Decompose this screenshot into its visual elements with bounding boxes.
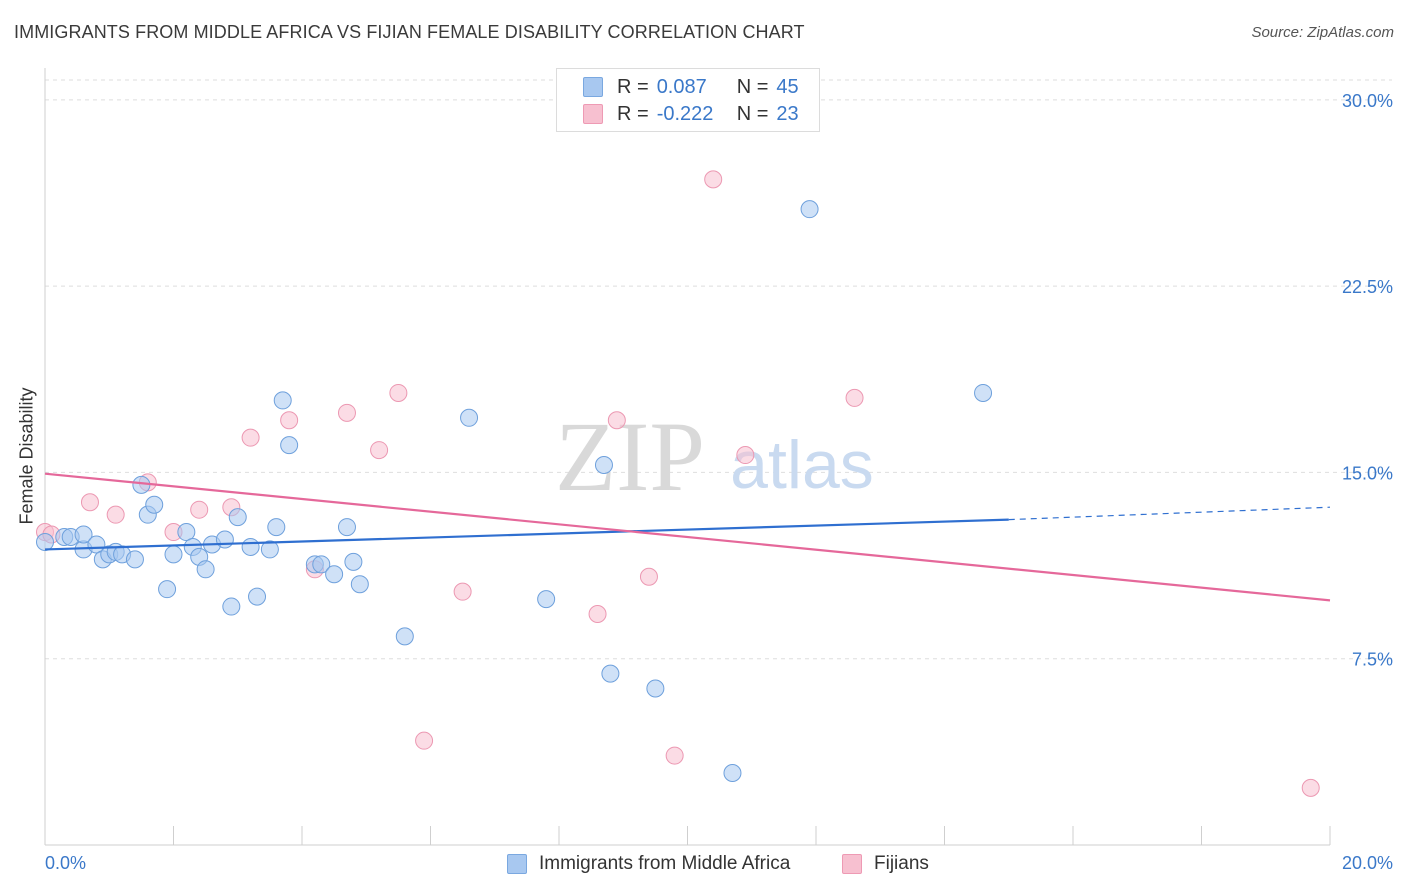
- middle-africa-point: [158, 580, 177, 599]
- middle-africa-point: [164, 545, 183, 564]
- axes: [44, 68, 1331, 846]
- middle-africa-point: [646, 679, 665, 698]
- chart-title: IMMIGRANTS FROM MIDDLE AFRICA VS FIJIAN …: [14, 22, 805, 42]
- middle-africa-point: [222, 597, 241, 616]
- middle-africa-point: [74, 525, 93, 544]
- fijians-point: [337, 403, 356, 422]
- middle-africa-point: [177, 523, 196, 542]
- legend-row-middle-africa: R = 0.087 N = 45: [583, 74, 799, 100]
- middle-africa-point: [215, 530, 234, 549]
- middle-africa-trend-extension: [1008, 506, 1331, 521]
- watermark-atlas: atlas: [730, 427, 874, 503]
- middle-africa-point: [325, 565, 344, 584]
- fijians-point: [80, 493, 99, 512]
- fijians-point: [106, 505, 125, 524]
- y-tick-label: 7.5%: [1352, 650, 1393, 670]
- middle-africa-point: [395, 627, 414, 646]
- middle-africa-point: [723, 763, 742, 782]
- y-tick-label: 22.5%: [1342, 277, 1393, 297]
- fijians-point: [370, 441, 389, 460]
- middle-africa-point: [36, 532, 54, 551]
- middle-africa-point: [196, 560, 215, 579]
- fijians-point: [704, 170, 723, 189]
- fijians-point: [607, 411, 626, 430]
- bottom-legend-fijians: Fijians: [842, 851, 929, 877]
- fijians-point: [845, 388, 864, 407]
- middle-africa-point: [537, 590, 556, 609]
- bottom-legend-label: Immigrants from Middle Africa: [539, 853, 791, 874]
- trend-lines: [44, 472, 1331, 602]
- middle-africa-point: [260, 540, 279, 559]
- bottom-legend-middle-africa: Immigrants from Middle Africa: [507, 851, 790, 877]
- legend-n-value: 45: [776, 75, 799, 98]
- middle-africa-point: [594, 455, 613, 474]
- fijians-point: [1301, 778, 1320, 797]
- middle-africa-point: [280, 436, 299, 455]
- legend-swatch-pink: [583, 104, 603, 124]
- y-tick-label: 15.0%: [1342, 463, 1393, 483]
- x-tick-label: 20.0%: [1342, 853, 1393, 873]
- legend-r-value: 0.087: [656, 75, 707, 98]
- watermark: ZIP atlas: [555, 401, 874, 512]
- fijians-point: [453, 582, 472, 601]
- legend-r-label: R =: [617, 102, 649, 125]
- fijians-point: [241, 428, 260, 447]
- fijians-point: [190, 500, 209, 519]
- legend-r-label: R =: [617, 75, 649, 98]
- tick-labels: 7.5% 15.0% 22.5% 30.0% 0.0% 20.0%: [45, 91, 1393, 873]
- bottom-legend-label: Fijians: [874, 853, 929, 874]
- fijians-point: [665, 746, 684, 765]
- fijians-point: [280, 411, 299, 430]
- watermark-zip: ZIP: [555, 401, 705, 512]
- source-credit: Source: ZipAtlas.com: [1251, 24, 1394, 41]
- legend-n-label: N =: [736, 75, 769, 98]
- middle-africa-point: [273, 391, 292, 410]
- middle-africa-point: [125, 550, 144, 569]
- legend-swatch-blue: [583, 77, 603, 97]
- middle-africa-point: [800, 200, 819, 219]
- legend-n-label: N =: [736, 102, 769, 125]
- grid-lines: [45, 79, 1392, 660]
- bottom-legend-swatch-pink: [842, 854, 862, 874]
- middle-africa-trend-line: [44, 518, 1009, 551]
- middle-africa-point: [344, 552, 363, 571]
- middle-africa-points: [36, 200, 993, 782]
- x-tick-label: 0.0%: [45, 853, 86, 873]
- fijians-point: [588, 605, 607, 624]
- middle-africa-point: [267, 518, 286, 537]
- fijians-point: [389, 383, 408, 402]
- middle-africa-point: [337, 518, 356, 537]
- correlation-legend: R = 0.087 N = 45 R = -0.222 N = 23: [556, 68, 820, 132]
- middle-africa-point: [228, 508, 247, 527]
- bottom-legend-swatch-blue: [507, 854, 527, 874]
- fijians-trend-line: [44, 472, 1331, 602]
- middle-africa-point: [241, 537, 260, 556]
- legend-n-value: 23: [776, 102, 799, 125]
- middle-africa-point: [350, 575, 369, 594]
- middle-africa-point: [974, 383, 993, 402]
- middle-africa-point: [460, 408, 479, 427]
- fijians-point: [415, 731, 434, 750]
- legend-r-value: -0.222: [656, 102, 714, 125]
- middle-africa-point: [312, 555, 331, 574]
- middle-africa-point: [145, 495, 164, 514]
- y-tick-label: 30.0%: [1342, 91, 1393, 111]
- middle-africa-point: [601, 664, 620, 683]
- fijians-point: [736, 446, 755, 465]
- legend-row-fijians: R = -0.222 N = 23: [583, 101, 799, 127]
- fijians-point: [639, 567, 658, 586]
- middle-africa-point: [248, 587, 267, 606]
